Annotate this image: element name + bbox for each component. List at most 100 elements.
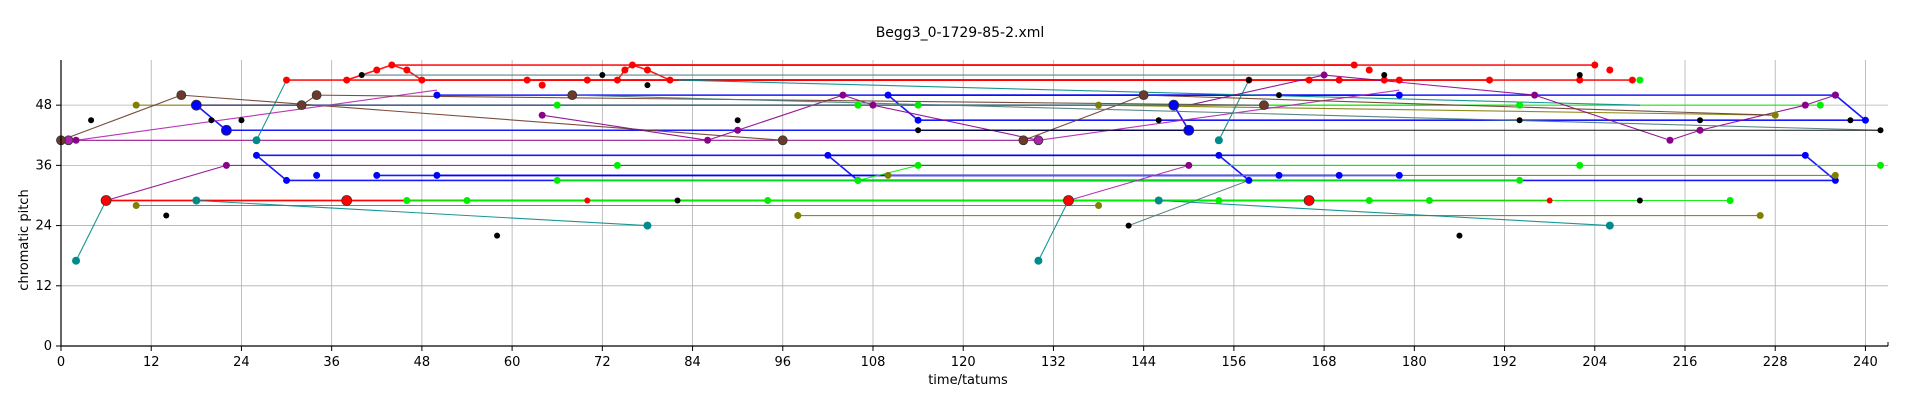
series-line-violet — [1068, 164, 1189, 202]
point-red-high — [1335, 76, 1343, 84]
point-black — [1636, 197, 1643, 204]
point-green — [764, 196, 772, 204]
point-blue-small — [252, 151, 260, 159]
point-blue-small — [1215, 151, 1223, 159]
point-red-high — [373, 66, 381, 74]
point-purple — [1801, 101, 1809, 109]
point-black — [734, 117, 741, 124]
point-red-high — [1486, 76, 1494, 84]
point-teal — [1034, 256, 1043, 265]
point-blue-small — [1395, 171, 1403, 179]
series-line-purple — [1534, 94, 1671, 141]
point-blue-main — [1168, 99, 1180, 111]
point-black — [358, 72, 365, 79]
point-green — [1425, 196, 1433, 204]
point-blue-small — [283, 176, 291, 184]
point-red-high — [613, 76, 621, 84]
data-points — [56, 61, 1884, 265]
point-teal — [643, 221, 652, 230]
point-brown — [176, 90, 187, 101]
point-blue-small — [1275, 171, 1283, 179]
point-red-low — [100, 195, 112, 206]
point-teal — [1154, 196, 1163, 205]
series-line-teal — [255, 79, 288, 141]
point-red-low — [1063, 195, 1074, 206]
point-black — [1381, 72, 1388, 79]
series-line-blue — [1804, 154, 1836, 182]
point-purple — [1185, 161, 1193, 169]
point-blue-small — [1801, 151, 1809, 159]
point-olive — [1095, 101, 1103, 109]
series-line-brown — [1143, 94, 1776, 116]
point-green — [403, 196, 411, 204]
x-tick-label: 24 — [233, 355, 250, 370]
point-green — [1365, 196, 1373, 204]
point-red-low — [1303, 195, 1315, 206]
point-olive — [1831, 171, 1839, 179]
point-green — [553, 101, 561, 109]
x-tick-label: 180 — [1402, 355, 1427, 370]
point-blue-small — [1245, 176, 1253, 184]
point-black — [915, 127, 922, 134]
point-black — [1847, 117, 1854, 124]
point-black — [163, 212, 170, 219]
point-red-high — [283, 76, 291, 84]
x-tick-labels: 0 12 24 36 48 60 72 84 96 108 120 132 144 156 168 180 19… — [57, 355, 1878, 370]
x-tick-label: 12 — [143, 355, 160, 370]
point-purple — [222, 161, 230, 169]
x-tick-label: 48 — [414, 355, 431, 370]
point-brown — [777, 135, 788, 146]
point-purple — [72, 136, 80, 144]
point-red-high — [666, 76, 674, 84]
x-tick-label: 156 — [1221, 355, 1246, 370]
point-black — [88, 117, 95, 124]
point-purple — [1531, 91, 1539, 99]
point-green — [1576, 161, 1584, 169]
point-red-high — [1628, 76, 1636, 84]
point-red-high — [538, 81, 546, 89]
point-green — [463, 196, 471, 204]
series-line-violet — [75, 89, 438, 141]
point-green — [1215, 196, 1223, 204]
x-tick-label: 72 — [594, 355, 611, 370]
point-green — [1726, 196, 1734, 204]
point-blue-small — [824, 151, 832, 159]
point-blue-small — [373, 171, 381, 179]
point-black — [1276, 92, 1282, 99]
point-black — [674, 197, 681, 204]
point-brown — [311, 90, 322, 101]
point-red-low-small — [1546, 197, 1553, 204]
point-violet — [1033, 135, 1044, 146]
x-tick-label: 144 — [1131, 355, 1156, 370]
y-tick-label: 12 — [35, 279, 52, 294]
x-tick-label: 60 — [504, 355, 521, 370]
grid-lines — [60, 60, 1888, 347]
series-line-blue — [1834, 94, 1866, 121]
point-purple — [538, 111, 546, 119]
point-red-high — [1380, 76, 1388, 84]
point-purple — [1696, 126, 1704, 134]
point-blue-main — [190, 99, 202, 111]
point-teal — [72, 256, 81, 265]
x-tick-label: 204 — [1582, 355, 1607, 370]
point-red-high — [583, 76, 591, 84]
point-brown — [567, 90, 578, 101]
point-blue-small — [1335, 171, 1343, 179]
x-tick-label: 216 — [1673, 355, 1698, 370]
point-green — [854, 176, 862, 184]
series-lines — [60, 64, 1881, 261]
series-line-purple — [1188, 74, 1325, 106]
point-red-high — [343, 76, 351, 84]
point-red-high — [523, 76, 531, 84]
series-line-blue — [827, 154, 859, 182]
point-black — [1245, 77, 1252, 84]
point-red-high — [621, 66, 629, 74]
y-tick-labels: 0 12 24 36 48 — [35, 98, 52, 354]
point-red-high — [388, 61, 396, 69]
point-black — [599, 72, 606, 79]
point-black — [1125, 222, 1132, 229]
point-blue-main — [221, 124, 232, 136]
point-blue-small — [1831, 176, 1839, 184]
x-axis-label: time/tatums — [928, 373, 1008, 388]
